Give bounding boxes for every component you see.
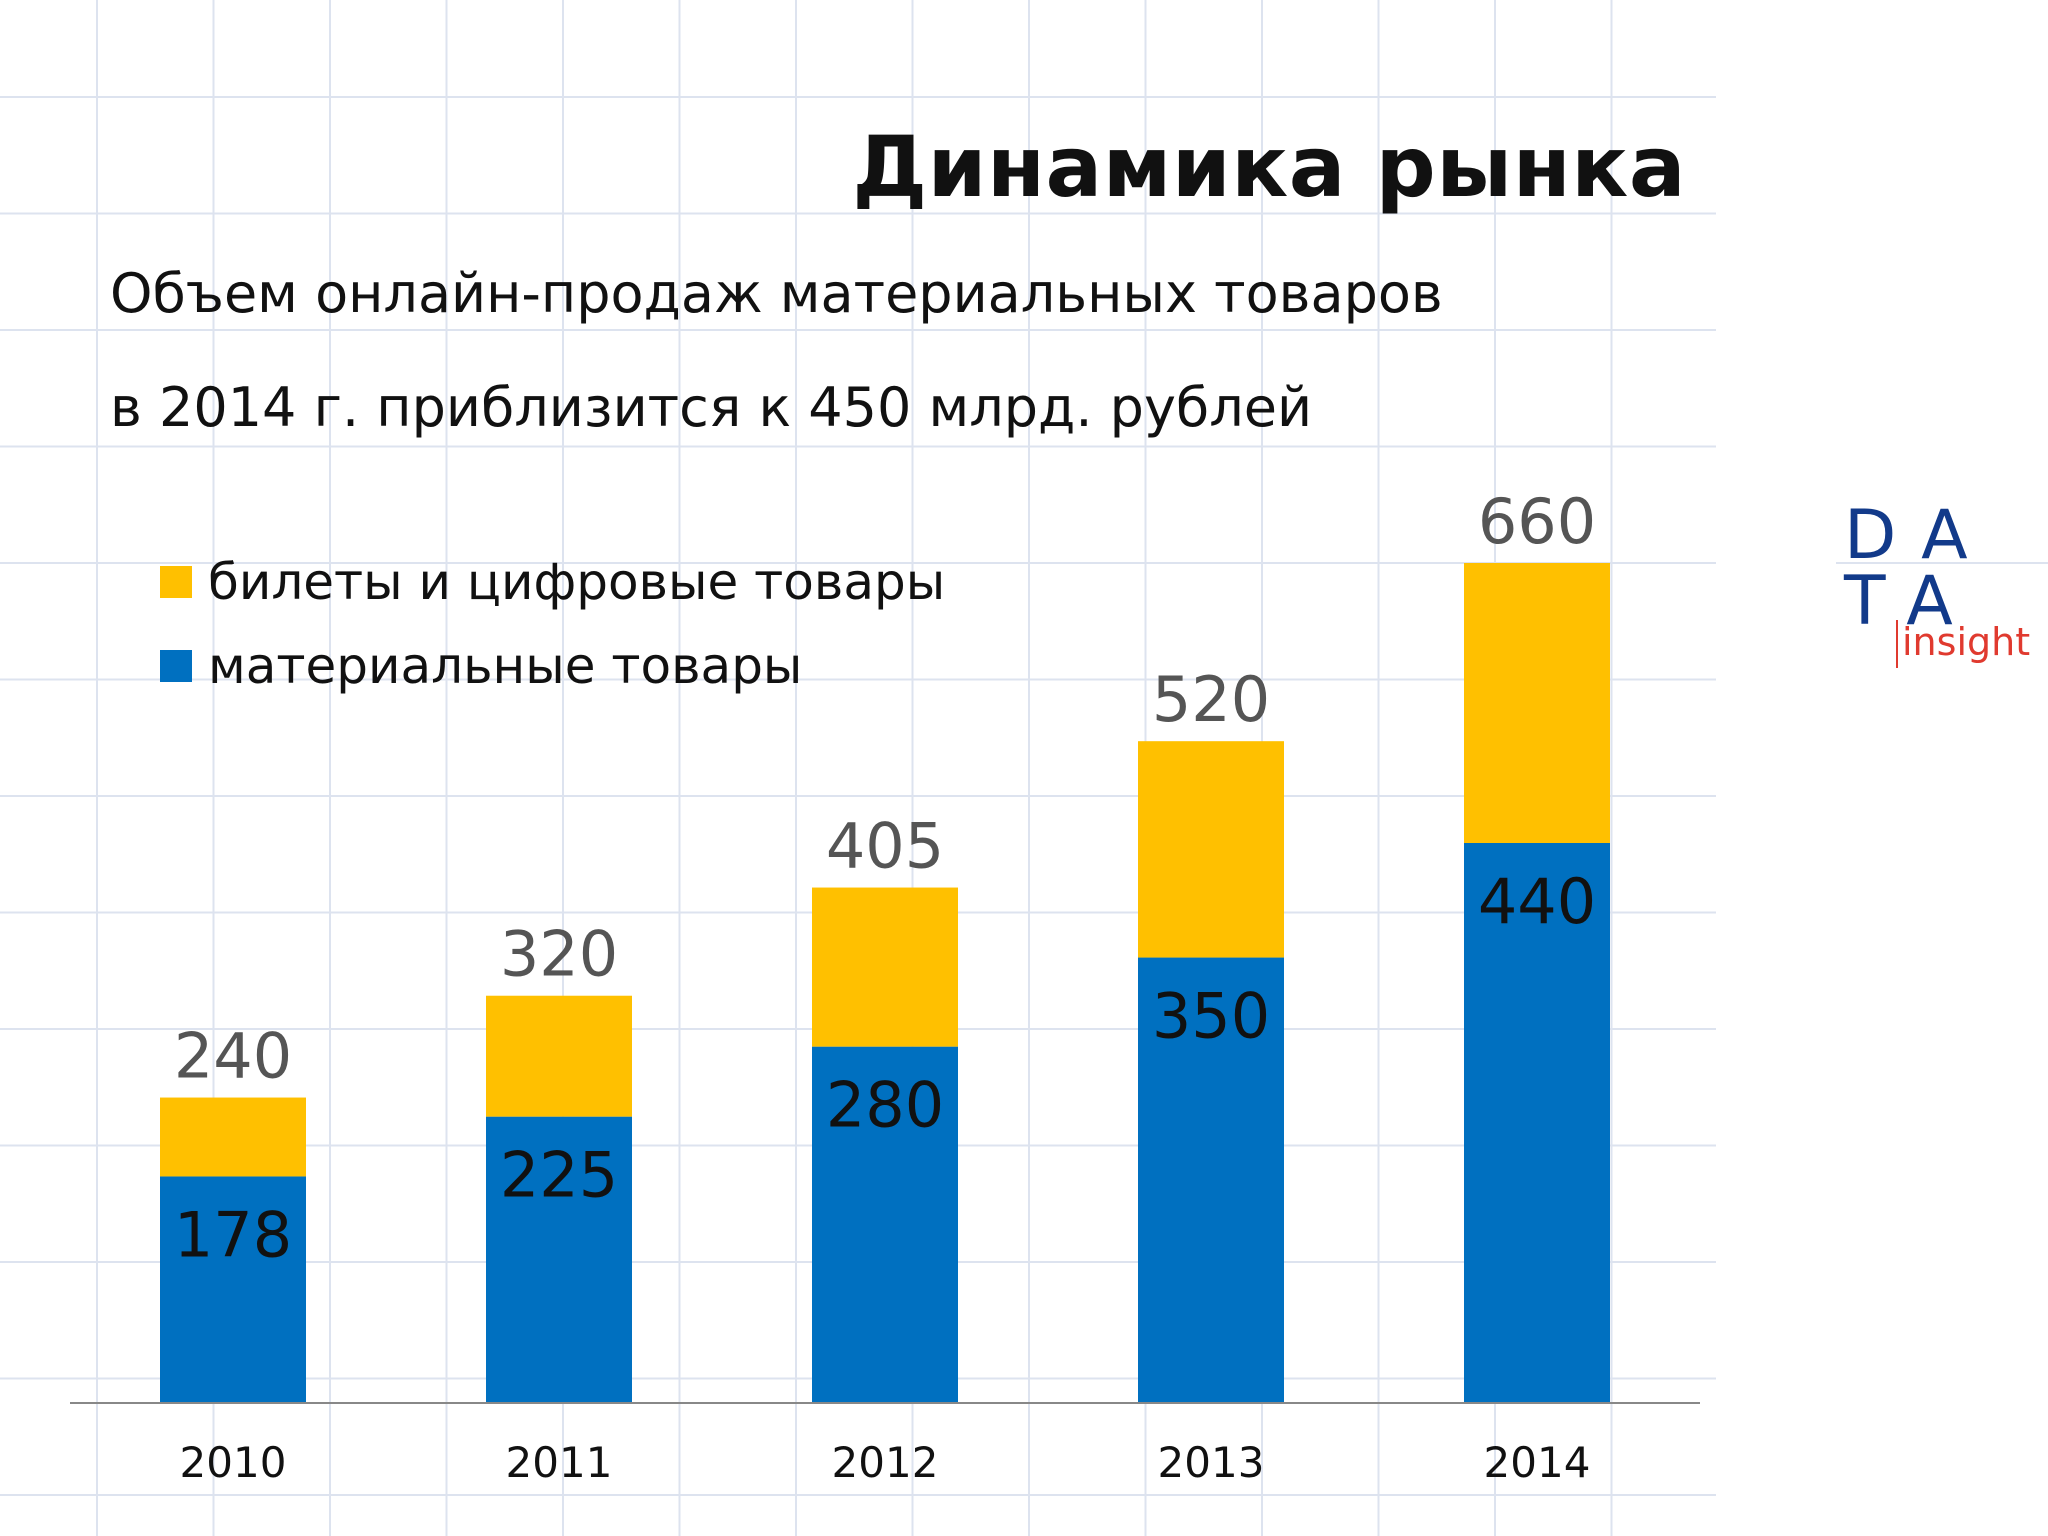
data-label-total-2012: 405 xyxy=(826,810,944,883)
legend-label-digital: билеты и цифровые товары xyxy=(208,553,946,611)
data-label-physical-2012: 280 xyxy=(826,1069,944,1142)
x-tick-label-2014: 2014 xyxy=(1484,1438,1591,1487)
data-label-total-2010: 240 xyxy=(174,1020,292,1093)
logo-row-1: DA xyxy=(1844,496,1994,575)
chart-bars xyxy=(160,563,1610,1403)
logo-accent-line xyxy=(1896,620,1898,668)
subtitle-line-1: Объем онлайн-продаж материальных товаров xyxy=(110,262,1443,325)
legend-item-digital: билеты и цифровые товары xyxy=(160,540,945,624)
legend-item-physical: материальные товары xyxy=(160,624,945,708)
bar-physical-2013 xyxy=(1138,957,1284,1403)
page-title: Динамика рынка xyxy=(852,118,1686,216)
bar-digital-2014 xyxy=(1464,563,1610,843)
data-label-total-2013: 520 xyxy=(1152,663,1270,736)
legend-swatch-blue xyxy=(160,650,192,682)
chart-labels: 178 240 2010 225 320 2011 280 405 2012 350 520 2013… xyxy=(174,485,1596,1487)
bar-physical-2012 xyxy=(812,1046,958,1403)
right-margin xyxy=(1716,0,2048,1536)
x-tick-label-2013: 2013 xyxy=(1158,1438,1265,1487)
subtitle-line-2: в 2014 г. приблизится к 450 млрд. рублей xyxy=(110,376,1313,439)
bar-digital-2011 xyxy=(486,995,632,1117)
x-tick-label-2010: 2010 xyxy=(180,1438,287,1487)
bar-digital-2010 xyxy=(160,1097,306,1177)
legend-label-physical: материальные товары xyxy=(208,637,803,695)
bar-digital-2013 xyxy=(1138,741,1284,958)
data-label-total-2011: 320 xyxy=(500,918,618,991)
legend-swatch-yellow xyxy=(160,566,192,598)
bar-physical-2010 xyxy=(160,1176,306,1403)
x-tick-label-2011: 2011 xyxy=(506,1438,613,1487)
chart-legend: билеты и цифровые товары материальные то… xyxy=(160,540,945,708)
x-tick-label-2012: 2012 xyxy=(832,1438,939,1487)
bar-digital-2012 xyxy=(812,887,958,1047)
data-label-physical-2014: 440 xyxy=(1478,865,1596,938)
data-insight-logo: DA TA insight xyxy=(1836,502,2036,672)
logo-word: insight xyxy=(1902,620,2031,664)
data-label-physical-2011: 225 xyxy=(500,1139,618,1212)
data-label-physical-2013: 350 xyxy=(1152,980,1270,1053)
bar-physical-2014 xyxy=(1464,843,1610,1403)
logo-row-2: TA xyxy=(1844,562,1979,641)
data-label-total-2014: 660 xyxy=(1478,485,1596,558)
data-label-physical-2010: 178 xyxy=(174,1198,292,1271)
bar-physical-2011 xyxy=(486,1116,632,1403)
